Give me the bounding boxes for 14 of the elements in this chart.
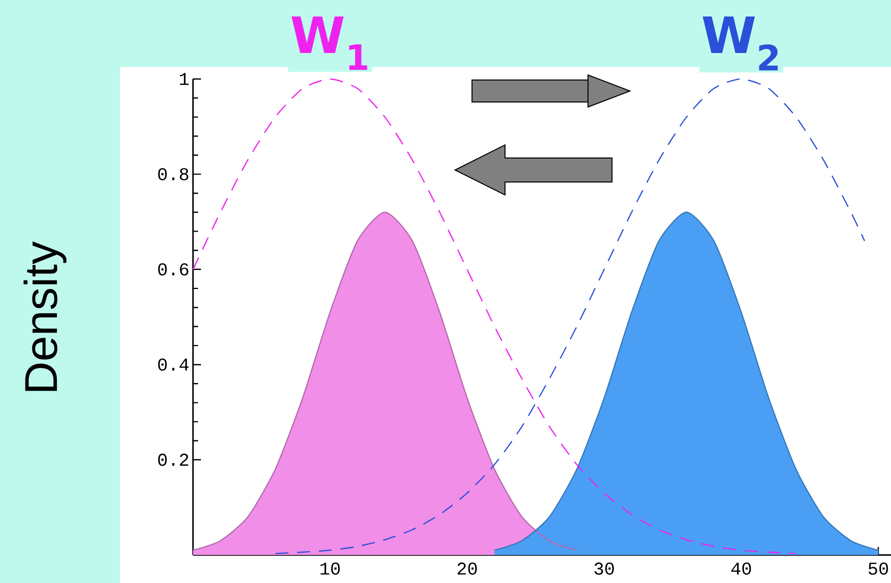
y-tick-label: 0.4 — [158, 358, 189, 371]
x-tick-label: 10 — [320, 562, 340, 575]
x-tick-label: 20 — [458, 562, 477, 575]
x-tick-label: 30 — [594, 562, 614, 575]
line-series — [274, 78, 866, 554]
x-tick-label: 40 — [731, 562, 751, 575]
y-tick-label: 0.8 — [158, 168, 188, 180]
series-label: W$_{2}$ — [702, 16, 778, 70]
y-tick-label: 1 — [180, 73, 189, 85]
y-tick-label: 0.6 — [158, 263, 188, 276]
y-axis-title: Density — [24, 241, 66, 391]
x-tick-label: 50 — [868, 562, 888, 575]
series-label: W$_{1}$ — [292, 16, 368, 70]
y-tick-label: 0.2 — [158, 454, 188, 466]
